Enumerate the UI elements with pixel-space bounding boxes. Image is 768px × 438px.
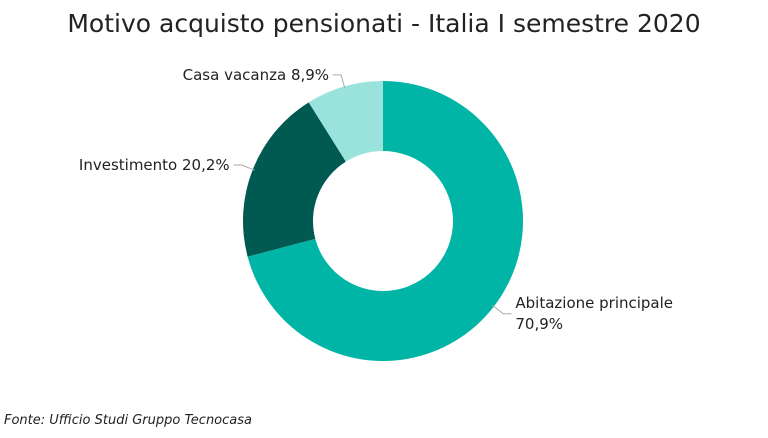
slice-label: Abitazione principale 70,9% (515, 294, 673, 333)
slice-label: Investimento 20,2% (79, 156, 230, 174)
chart-title: Motivo acquisto pensionati - Italia I se… (67, 9, 700, 38)
category-name: Abitazione principale (515, 294, 673, 312)
leader-line (492, 304, 512, 315)
source-note: Fonte: Ufficio Studi Gruppo Tecnocasa (4, 413, 252, 428)
leader-line (233, 164, 255, 171)
donut-slice (308, 81, 383, 162)
donut-slice (247, 81, 523, 361)
leader-line (333, 74, 346, 89)
category-name: Investimento (79, 156, 177, 174)
donut-slice (243, 102, 346, 257)
value-label: 20,2% (182, 156, 230, 174)
value-label: 70,9% (515, 315, 563, 333)
value-label: 8,9% (291, 66, 329, 84)
category-name: Casa vacanza (183, 66, 287, 84)
slice-label: Casa vacanza 8,9% (183, 66, 329, 84)
